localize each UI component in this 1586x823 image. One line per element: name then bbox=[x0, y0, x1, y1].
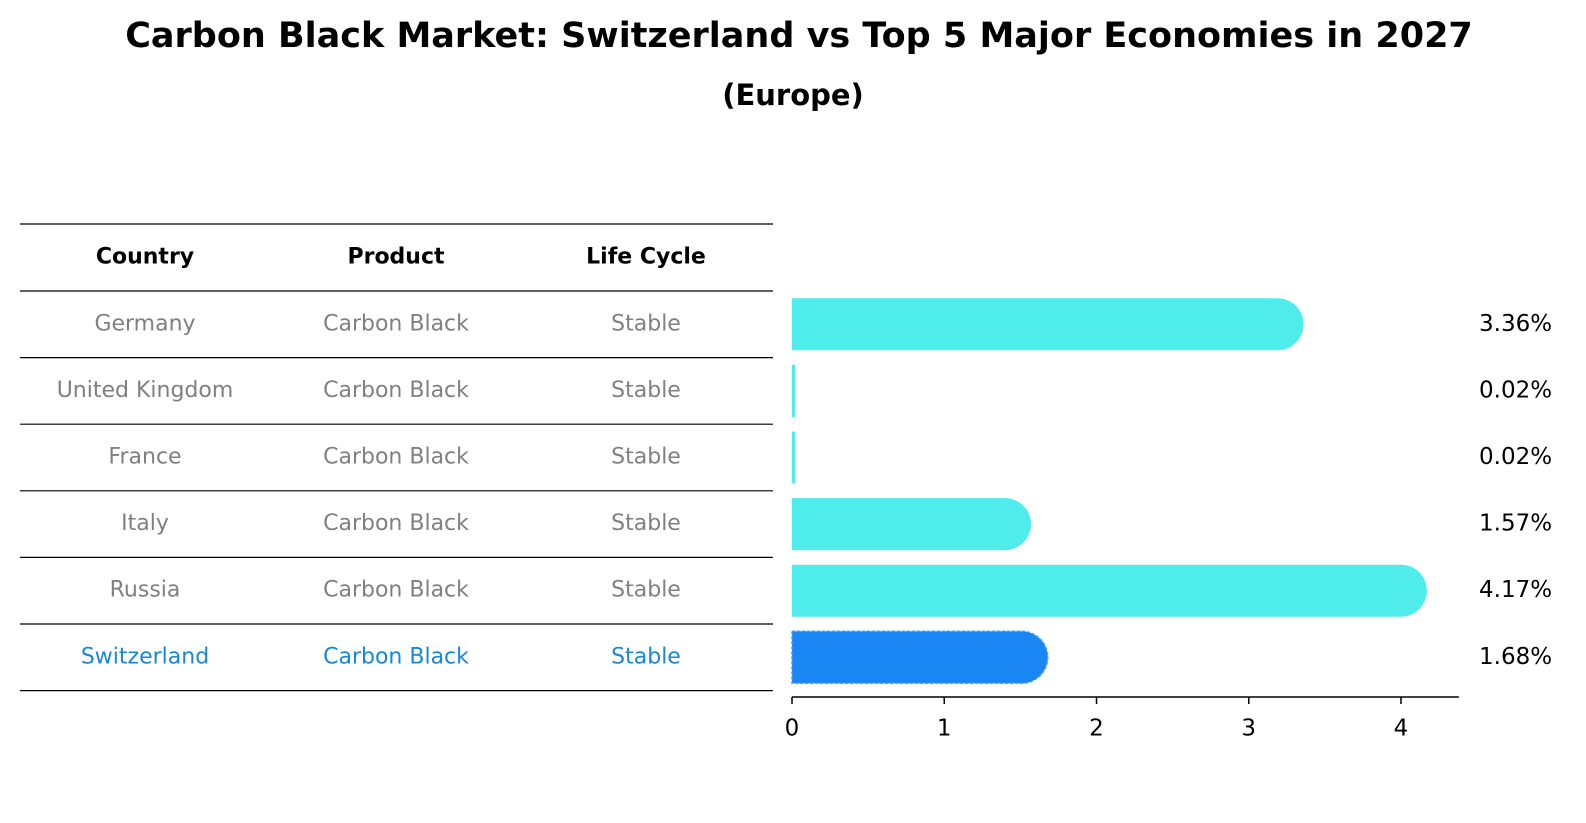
x-axis-tick-label: 0 bbox=[785, 716, 800, 742]
table-cell-product: Carbon Black bbox=[323, 644, 469, 669]
bar-italy bbox=[792, 498, 1031, 551]
bar-france bbox=[792, 431, 796, 484]
chart-subtitle: (Europe) bbox=[722, 78, 864, 112]
table-header-product: Product bbox=[347, 245, 445, 270]
bar-value-label: 3.36% bbox=[1479, 311, 1552, 337]
table-cell-life-cycle: Stable bbox=[611, 445, 681, 470]
x-axis-tick-label: 1 bbox=[937, 716, 952, 742]
x-axis-tick-label: 2 bbox=[1089, 716, 1104, 742]
table-cell-country: Germany bbox=[94, 311, 195, 336]
table-cell-country: Switzerland bbox=[81, 644, 209, 669]
bar-value-label: 1.68% bbox=[1479, 644, 1552, 670]
table-cell-country: Italy bbox=[121, 511, 169, 536]
bar-germany bbox=[792, 298, 1304, 351]
table-cell-product: Carbon Black bbox=[323, 511, 469, 536]
table-header-country: Country bbox=[96, 245, 194, 270]
bar-value-label: 0.02% bbox=[1479, 377, 1552, 403]
table-cell-life-cycle: Stable bbox=[611, 311, 681, 336]
table-cell-product: Carbon Black bbox=[323, 378, 469, 403]
table-cell-product: Carbon Black bbox=[323, 445, 469, 470]
bar-value-label: 1.57% bbox=[1479, 511, 1552, 537]
table-cell-country: United Kingdom bbox=[57, 378, 234, 403]
bar-value-label: 0.02% bbox=[1479, 444, 1552, 470]
x-axis-tick-label: 4 bbox=[1394, 716, 1409, 742]
table-cell-life-cycle: Stable bbox=[611, 578, 681, 603]
bar-switzerland bbox=[791, 630, 1049, 685]
bar-russia bbox=[792, 564, 1427, 617]
x-axis-tick-label: 3 bbox=[1241, 716, 1256, 742]
table-cell-life-cycle: Stable bbox=[611, 378, 681, 403]
table-cell-country: Russia bbox=[110, 578, 181, 603]
table-cell-product: Carbon Black bbox=[323, 578, 469, 603]
bar-value-label: 4.17% bbox=[1479, 577, 1552, 603]
bar-united-kingdom bbox=[792, 364, 796, 417]
table-cell-country: France bbox=[108, 445, 181, 470]
table-header-life-cycle: Life Cycle bbox=[586, 245, 706, 270]
table-cell-life-cycle: Stable bbox=[611, 644, 681, 669]
table-cell-life-cycle: Stable bbox=[611, 511, 681, 536]
chart-title: Carbon Black Market: Switzerland vs Top … bbox=[125, 16, 1473, 56]
table-cell-product: Carbon Black bbox=[323, 311, 469, 336]
